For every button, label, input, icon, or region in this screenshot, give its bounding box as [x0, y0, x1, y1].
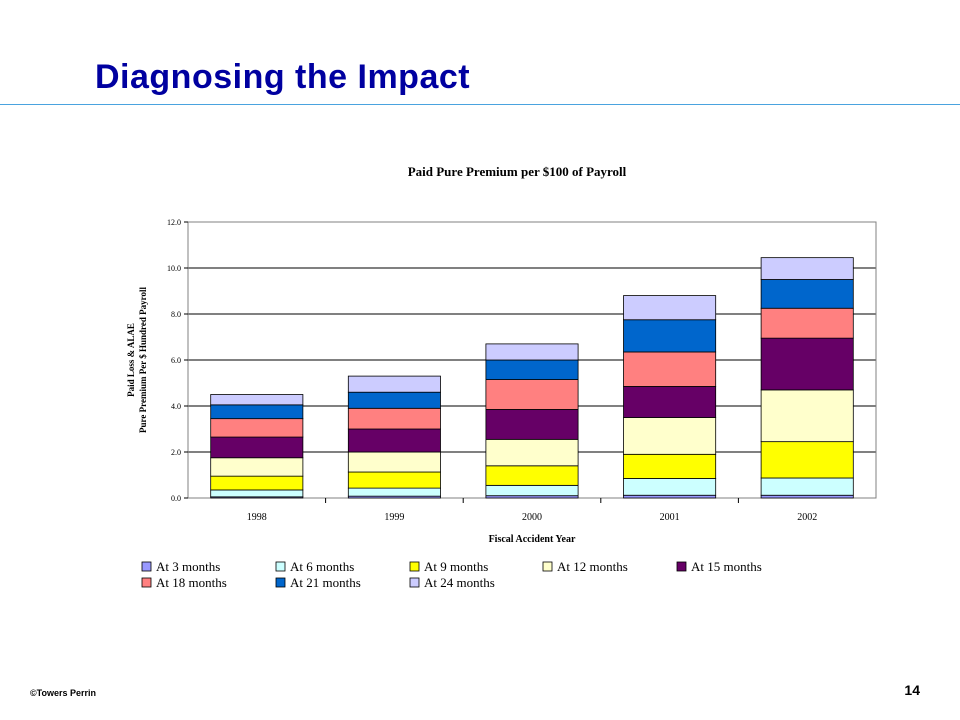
- x-tick-label: 1998: [247, 512, 267, 523]
- bar-segment: [485, 359, 579, 380]
- bar-segment: [623, 295, 717, 321]
- legend-label: At 9 months: [424, 559, 488, 574]
- bar-segment: [485, 379, 579, 410]
- bar-segment: [623, 478, 717, 496]
- bar-segment: [485, 409, 579, 440]
- bar-segment: [347, 451, 441, 473]
- bar-segment: [210, 489, 304, 498]
- legend-swatch: [409, 561, 420, 572]
- legend-label: At 6 months: [290, 559, 354, 574]
- x-tick-label: 2000: [522, 512, 542, 523]
- bar-segment: [347, 407, 441, 430]
- x-axis-label: Fiscal Accident Year: [489, 534, 576, 545]
- legend-swatch: [409, 577, 420, 588]
- legend-swatch: [275, 561, 286, 572]
- bar-segment: [760, 257, 854, 280]
- bar-segment: [760, 337, 854, 391]
- y-axis-label-line1: Paid Loss & ALAE: [126, 323, 136, 397]
- footer-copyright: ©Towers Perrin: [30, 688, 96, 698]
- legend-label: At 3 months: [156, 559, 220, 574]
- bar-segment: [760, 494, 854, 499]
- bar-segment: [347, 471, 441, 489]
- bar-segment: [760, 307, 854, 339]
- chart-title: Paid Pure Premium per $100 of Payroll: [408, 164, 627, 179]
- bar-segment: [623, 494, 717, 499]
- y-tick-label: 10.0: [167, 264, 181, 273]
- x-tick-label: 2001: [660, 512, 680, 523]
- legend: At 3 months At 6 months At 9 months At 12 m…: [141, 559, 762, 590]
- y-tick-label: 8.0: [171, 310, 181, 319]
- bar-segment: [347, 428, 441, 453]
- bar-segment: [347, 487, 441, 497]
- title-divider: [0, 104, 960, 105]
- legend-swatch: [676, 561, 687, 572]
- page-number: 14: [904, 682, 920, 698]
- legend-label: At 12 months: [557, 559, 628, 574]
- y-tick-label: 2.0: [171, 448, 181, 457]
- bar-segment: [623, 417, 717, 455]
- legend-label: At 24 months: [424, 575, 495, 590]
- bar-segment: [623, 453, 717, 479]
- bar-segment: [347, 391, 441, 409]
- legend-swatch: [141, 577, 152, 588]
- bar-segment: [760, 477, 854, 496]
- bar-segment: [210, 394, 304, 406]
- legend-label: At 15 months: [691, 559, 762, 574]
- slide-title: Diagnosing the Impact: [95, 58, 471, 96]
- bar-segment: [210, 436, 304, 459]
- bar-segment: [760, 279, 854, 309]
- bar-segment: [623, 319, 717, 353]
- y-axis-ticks: 0.0 2.0 4.0 6.0 8.0 10.0 12.0: [167, 218, 188, 503]
- y-tick-label: 12.0: [167, 218, 181, 227]
- bar-segment: [485, 343, 579, 361]
- bar-segment: [623, 351, 717, 387]
- bar-segment: [623, 386, 717, 418]
- bar-segment: [760, 441, 854, 479]
- bar-segment: [210, 404, 304, 420]
- legend-swatch: [141, 561, 152, 572]
- x-axis-ticks: 1998 1999 2000 2001 2002: [247, 498, 817, 523]
- y-tick-label: 4.0: [171, 402, 181, 411]
- legend-swatch: [542, 561, 553, 572]
- y-axis-label-line2: Pure Premium Per $ Hundred Payroll: [138, 287, 148, 433]
- legend-label: At 21 months: [290, 575, 361, 590]
- y-tick-label: 0.0: [171, 494, 181, 503]
- x-tick-label: 2002: [797, 512, 817, 523]
- bar-segment: [210, 418, 304, 438]
- x-tick-label: 1999: [384, 512, 404, 523]
- bar-segment: [347, 375, 441, 393]
- legend-swatch: [275, 577, 286, 588]
- bar-segment: [485, 438, 579, 467]
- bar-segment: [210, 475, 304, 491]
- legend-label: At 18 months: [156, 575, 227, 590]
- bar-segment: [210, 457, 304, 477]
- bar-segment: [485, 465, 579, 486]
- bars: [210, 257, 854, 499]
- bar-segment: [485, 484, 579, 497]
- bar-segment: [760, 389, 854, 443]
- y-tick-label: 6.0: [171, 356, 181, 365]
